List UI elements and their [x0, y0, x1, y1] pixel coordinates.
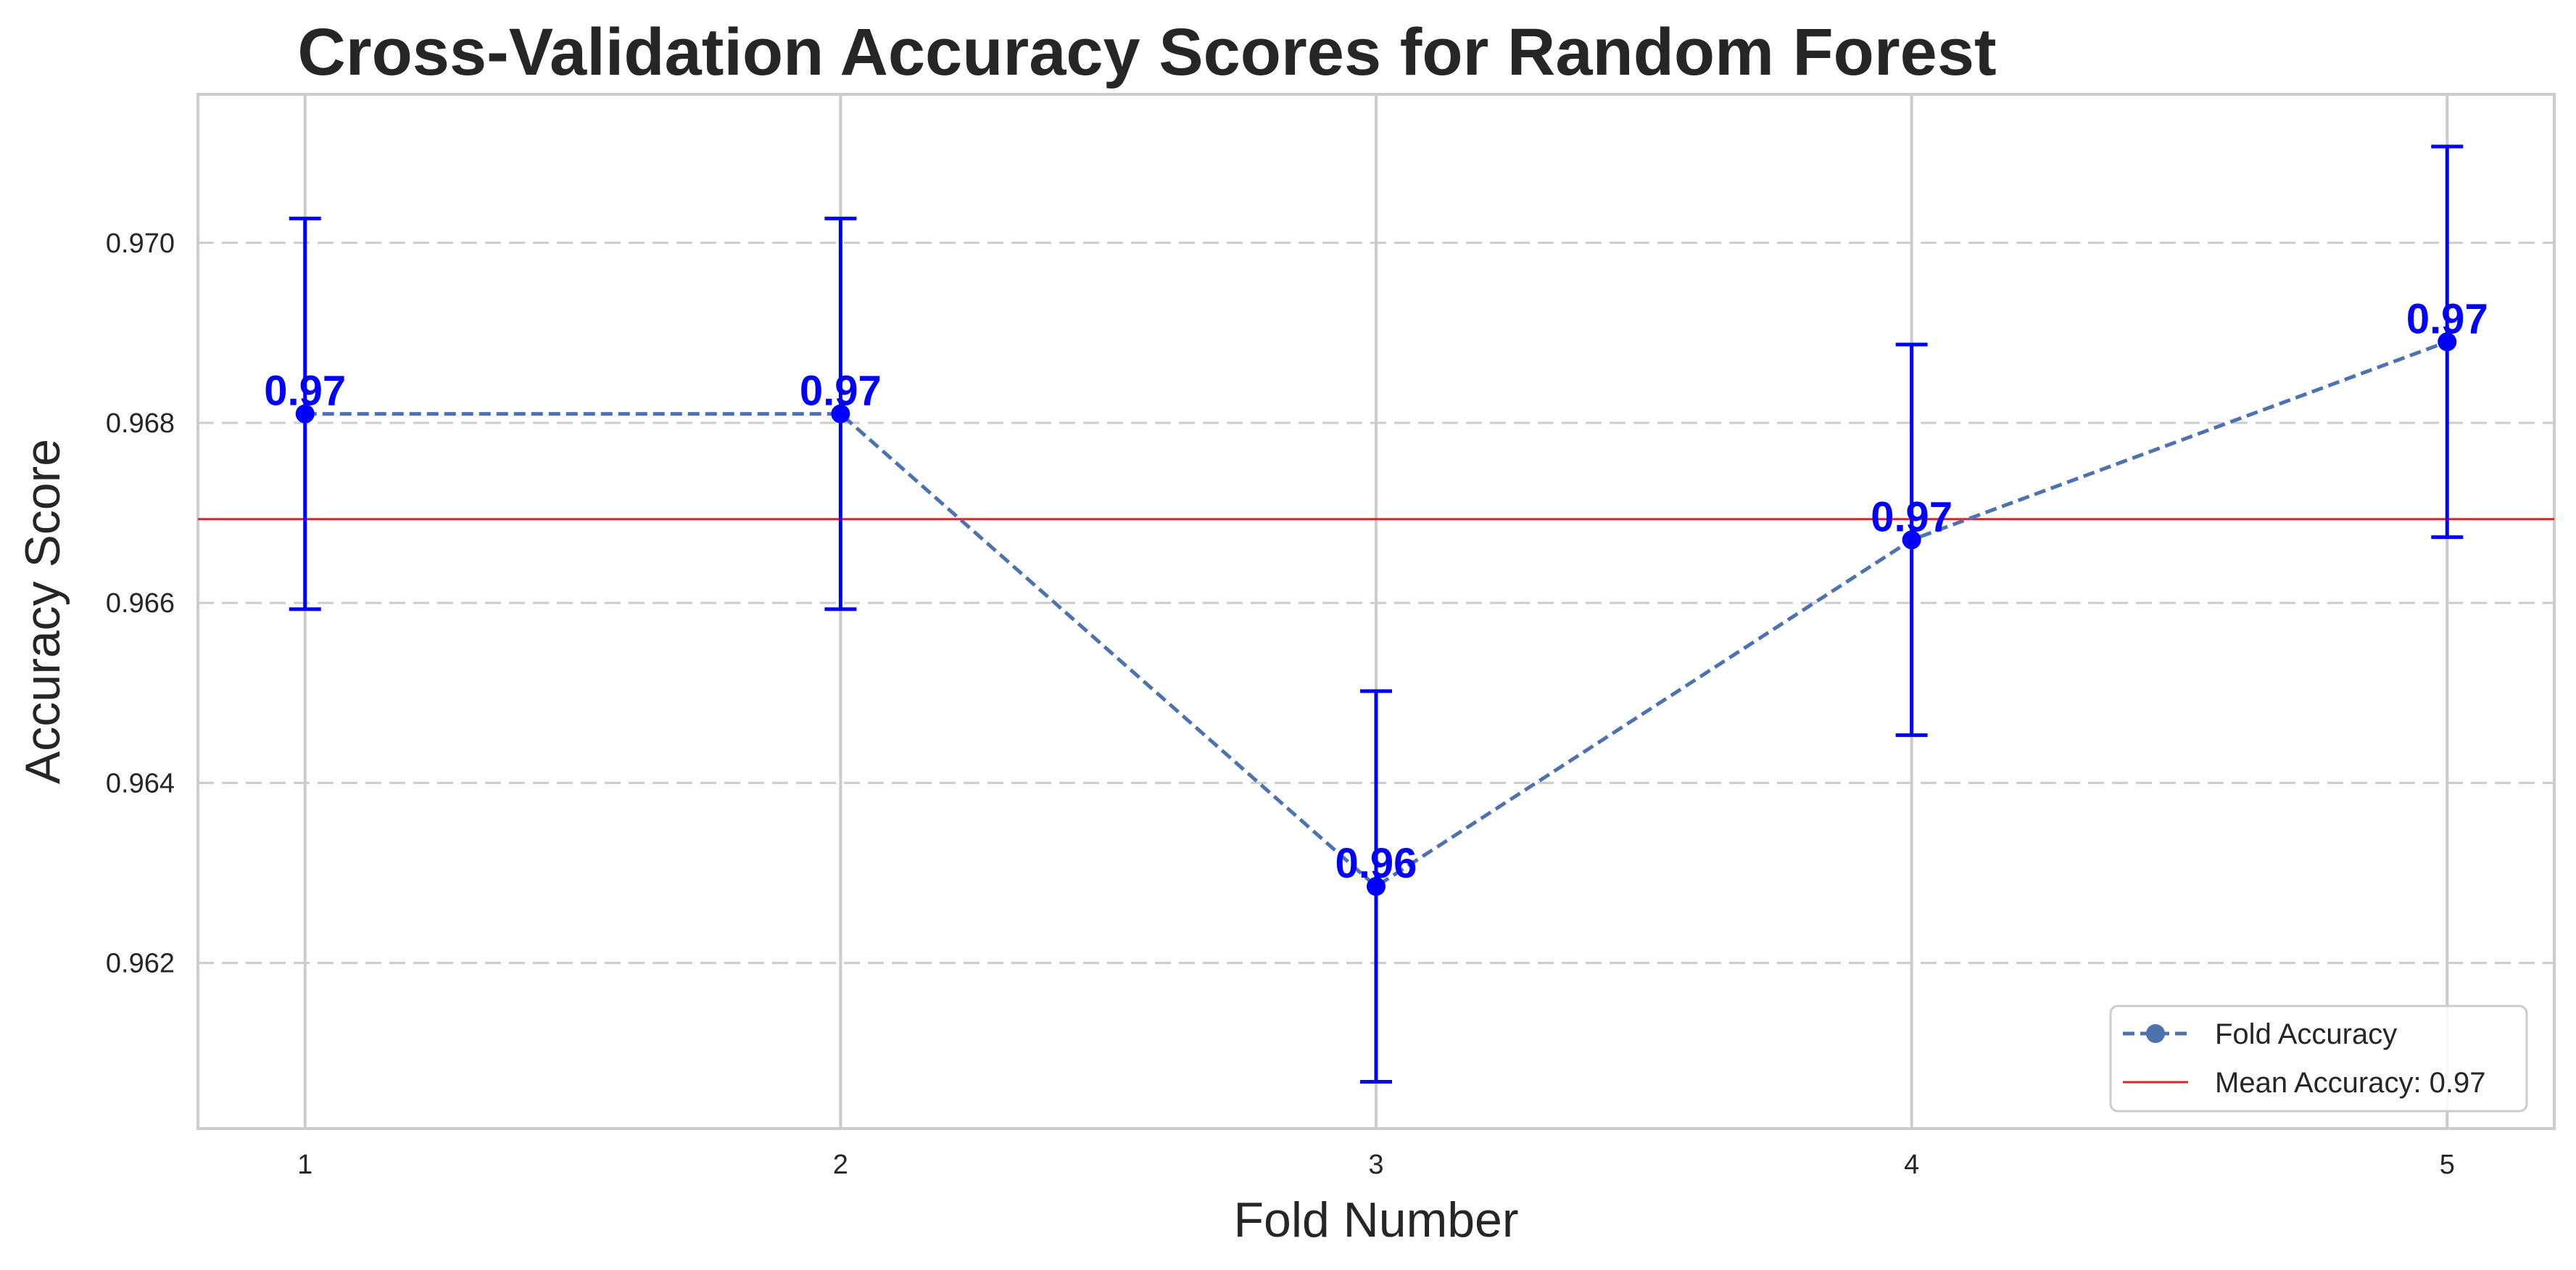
- x-tick-label: 3: [1368, 1150, 1383, 1180]
- y-tick-label: 0.966: [106, 588, 175, 619]
- data-point: [1367, 877, 1386, 896]
- data-point: [295, 404, 315, 424]
- tick-layer: 1 2 3 4 5 0.962 0.964 0.966 0.968 0.970: [106, 228, 2455, 1180]
- y-axis-label: Accuracy Score: [15, 439, 70, 784]
- x-tick-label: 4: [1904, 1150, 1919, 1180]
- data-label: 0.97: [264, 368, 346, 415]
- x-tick-label: 5: [2440, 1150, 2455, 1180]
- legend: Fold Accuracy Mean Accuracy: 0.97: [2109, 1005, 2528, 1113]
- x-axis-label: Fold Number: [1233, 1192, 1518, 1248]
- legend-fold-accuracy-label: Fold Accuracy: [2215, 1018, 2397, 1050]
- y-tick-label: 0.968: [106, 408, 175, 439]
- legend-box: [2109, 1005, 2528, 1113]
- data-label-layer: 0.97 0.97 0.96 0.97 0.97: [264, 295, 2488, 887]
- y-tick-label: 0.964: [106, 768, 175, 799]
- legend-mean-accuracy-label: Mean Accuracy: 0.97: [2215, 1067, 2486, 1099]
- y-tick-label: 0.962: [106, 949, 175, 979]
- data-point: [1902, 530, 1921, 550]
- data-label: 0.97: [2406, 295, 2488, 342]
- data-label: 0.97: [800, 368, 882, 415]
- y-tick-label: 0.970: [106, 228, 175, 259]
- x-tick-label: 1: [297, 1150, 312, 1180]
- fold-accuracy-line: [305, 339, 2448, 889]
- data-label: 0.97: [1871, 493, 1952, 540]
- data-label: 0.96: [1335, 840, 1417, 887]
- x-tick-label: 2: [833, 1150, 848, 1180]
- legend-fold-accuracy-marker: [2146, 1024, 2165, 1043]
- data-point: [2438, 332, 2457, 352]
- series-layer: [289, 144, 2464, 1084]
- data-point: [831, 404, 850, 424]
- chart-title: Cross-Validation Accuracy Scores for Ran…: [297, 15, 1996, 89]
